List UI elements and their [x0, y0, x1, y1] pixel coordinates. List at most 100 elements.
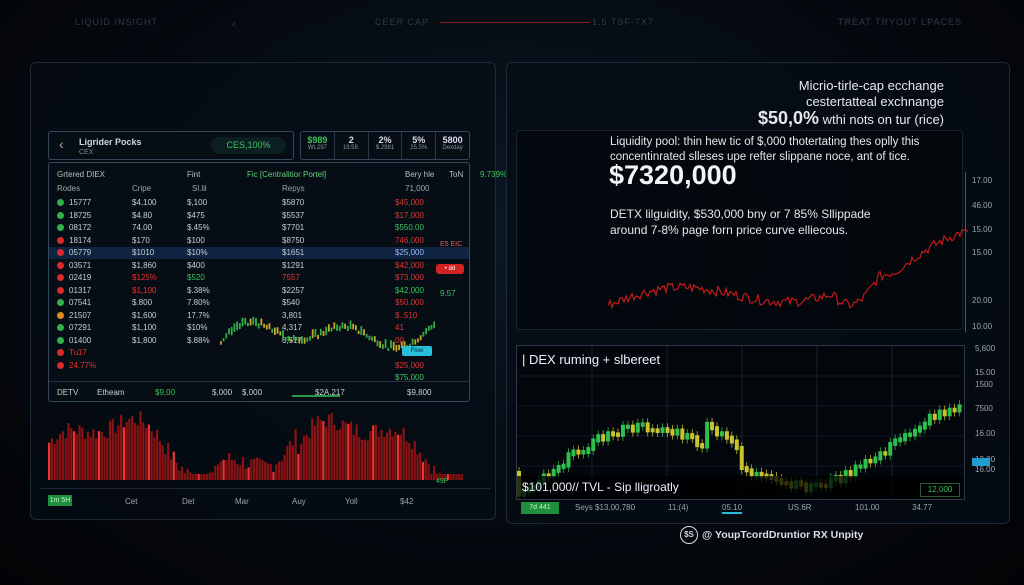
value-box: 12,000	[920, 483, 960, 497]
column-header[interactable]: Fic [Centralitior Portel]	[247, 170, 327, 179]
table-row[interactable]: 02419 $125% $520 7557 $73,000	[57, 272, 471, 284]
chevron-left-icon[interactable]: ‹	[232, 17, 237, 31]
spark-candle	[249, 318, 252, 326]
volume-bar	[233, 460, 236, 480]
cell: $5870	[282, 198, 305, 207]
volume-bar	[327, 414, 330, 480]
footer-tab[interactable]: DETV	[57, 388, 79, 397]
table-row[interactable]: Tu17	[57, 347, 471, 359]
column-header[interactable]: 9.739%	[480, 170, 508, 179]
volume-bar	[183, 473, 186, 480]
subheader-cell: Repys	[282, 184, 305, 193]
stat-sub: $.2981	[375, 145, 395, 151]
volume-bar	[325, 426, 328, 480]
spark-candle	[360, 326, 363, 335]
bottom-stat[interactable]: 101.00	[855, 503, 880, 512]
footer-tab[interactable]: $,000	[242, 388, 263, 397]
bottom-stat[interactable]: 34.77	[912, 503, 933, 512]
volume-bar	[142, 422, 145, 480]
bottom-stat[interactable]: US.6R	[788, 503, 812, 512]
volume-bar	[167, 442, 170, 480]
table-row[interactable]: 15777 $4,100 $,100 $5870 $45,000	[57, 197, 471, 209]
bottom-stat[interactable]: 05.10	[722, 503, 743, 514]
candle	[576, 449, 581, 455]
cell: $10%	[187, 323, 208, 332]
spark-candle	[241, 317, 244, 327]
candle	[601, 434, 606, 442]
volume-bar	[421, 461, 425, 480]
timeframe-chip[interactable]: 1m 5H	[48, 495, 72, 506]
volume-bar	[117, 425, 120, 480]
volume-bar	[308, 437, 311, 480]
spark-candle	[425, 328, 427, 335]
spark-candle	[417, 338, 419, 343]
table-row[interactable]: 18725 $4.80 $475 $5537 $17,000	[57, 210, 471, 222]
spark-candle	[295, 336, 298, 341]
table-row[interactable]: 07541 $.800 7.80% $540 $50,000	[57, 297, 471, 309]
column-header[interactable]: Fint	[187, 170, 201, 179]
footer-tab[interactable]: Etheam	[97, 388, 125, 397]
table-row[interactable]: 21507 $1,600 17.7% 3,801 $..510	[57, 310, 471, 322]
side-chip[interactable]: E5 EIC	[440, 241, 463, 248]
bottom-stat[interactable]: 11:(4)	[668, 503, 689, 512]
table-row[interactable]: 08172 74.00 $.45% $7701 $550.00	[57, 222, 471, 234]
candle	[586, 447, 591, 455]
progress-line	[440, 22, 590, 23]
column-header[interactable]: Grtered DIEX	[57, 170, 106, 179]
volume-bar	[72, 431, 76, 480]
top-label-right[interactable]: TREAT TRYOUT LPACES	[838, 17, 963, 27]
candle	[566, 452, 571, 468]
stat-sub: Wt.297	[307, 145, 327, 151]
pool-subtitle: CEX	[79, 149, 94, 156]
desc-line-2: concentinrated slleses upe refter slippa…	[610, 151, 910, 163]
candle	[591, 438, 596, 452]
volume-bar	[84, 439, 87, 480]
table-row[interactable]: 05779 $1010 $10% $1651 $25,000	[49, 247, 469, 259]
column-header[interactable]: Bery hle	[405, 170, 435, 179]
candle-chip[interactable]: 7d 441	[521, 502, 559, 514]
cell: $75,000	[395, 373, 424, 382]
pool-pill[interactable]: CES,100%	[211, 137, 286, 154]
back-icon[interactable]: ‹	[59, 136, 64, 152]
spark-candle	[341, 322, 344, 329]
month-tick: Yoll	[345, 497, 358, 506]
cell: 02419	[69, 273, 92, 282]
spark-candle	[338, 325, 341, 332]
candle	[665, 427, 670, 433]
candle-panel	[516, 345, 965, 500]
spark-candle	[379, 341, 382, 348]
footer-tab[interactable]: $9,800	[407, 388, 432, 397]
footer-tab[interactable]: $9,00	[155, 388, 176, 397]
footer-tab[interactable]: $,000	[212, 388, 233, 397]
spark-candle	[309, 336, 311, 341]
top-label-center-right: 1.5 TSF-7X7	[592, 17, 654, 27]
spark-candle	[319, 328, 322, 336]
subheader-cell: Cripe	[132, 184, 152, 193]
table-row[interactable]: 01317 $1,100 $.38% $2257 $42,000	[57, 285, 471, 297]
volume-bar	[394, 431, 397, 480]
side-green: 9.57	[440, 289, 456, 298]
alert-badge[interactable]: • dd	[436, 264, 464, 274]
volume-bar	[286, 445, 289, 480]
bottom-stat[interactable]: Seys $13,00,780	[575, 503, 636, 512]
table-row[interactable]: 24.77% $25,000	[57, 360, 471, 372]
table-row[interactable]: 18174 $170 $100 $8750 746,000	[57, 235, 471, 247]
spark-candle	[325, 326, 328, 336]
cell: $73,000	[395, 273, 424, 282]
cell: $475	[187, 210, 205, 220]
candle	[556, 465, 561, 473]
table-row[interactable]: $75,000	[57, 372, 471, 384]
spark-candle	[336, 324, 338, 331]
spark-candle	[257, 323, 260, 329]
footer-tab[interactable]: $2A,217	[315, 388, 345, 397]
volume-bar	[460, 474, 463, 480]
price-marker	[972, 458, 990, 466]
volume-bar	[111, 418, 114, 480]
spark-candle	[333, 322, 336, 329]
volume-bar	[164, 454, 167, 480]
table-row[interactable]: 01400 $1,800 $.88% 6,517 00	[57, 335, 471, 347]
table-row[interactable]: 03571 $1,860 $400 $1291 $42,000	[57, 260, 471, 272]
cell: $.800	[132, 298, 153, 307]
table-row[interactable]: 07291 $1,100 $10% 4,317 41	[57, 322, 471, 334]
column-header[interactable]: ToN	[449, 170, 464, 179]
